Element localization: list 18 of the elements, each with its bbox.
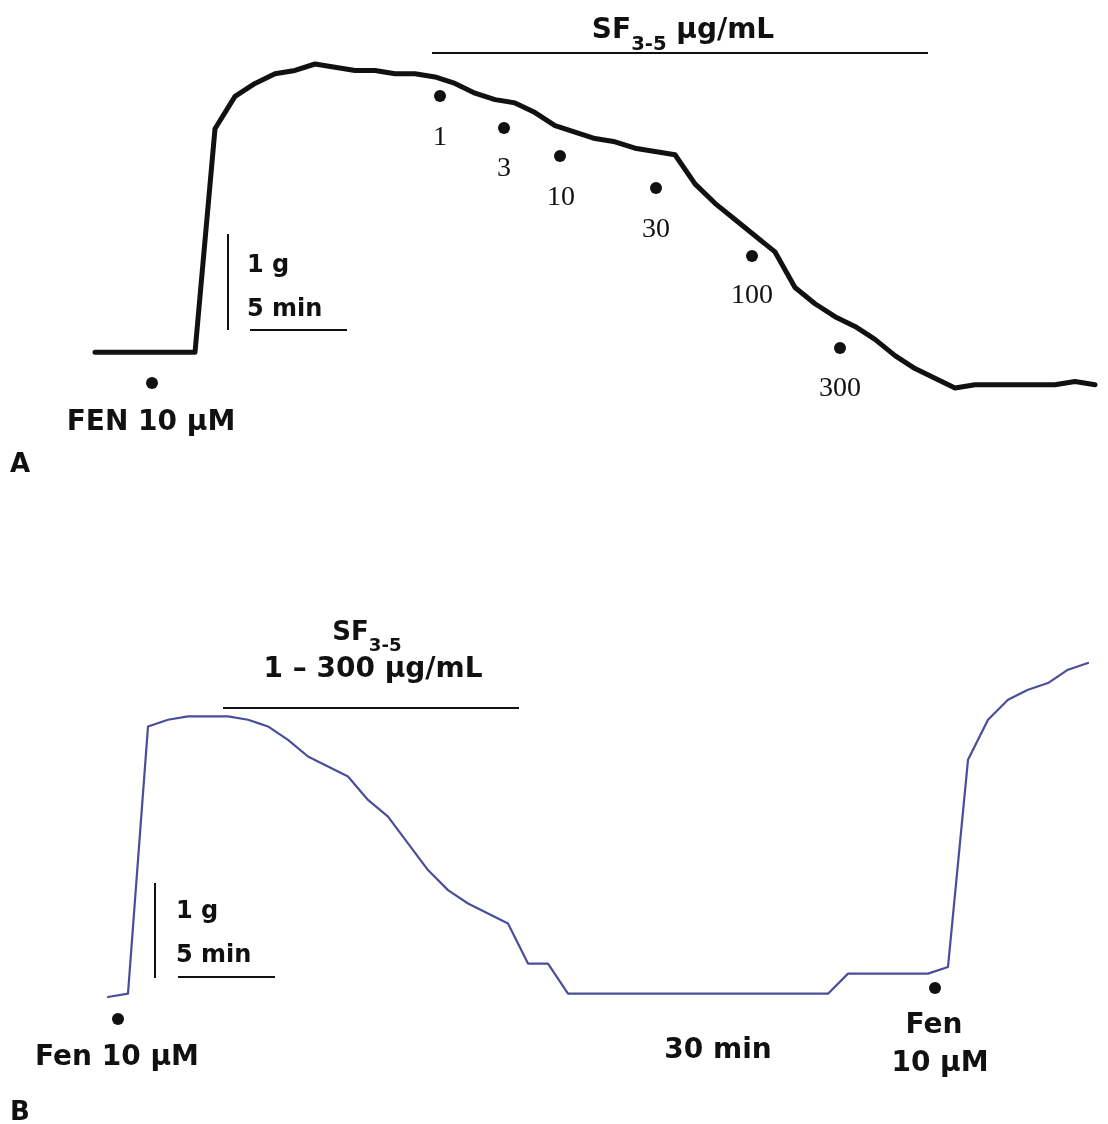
text: FEN 10 μM: [66, 404, 236, 437]
annotation: 5 min: [176, 940, 252, 968]
text: Fen: [905, 1007, 963, 1040]
text: Fen 10 μM: [35, 1039, 199, 1072]
annotation: 300: [819, 371, 861, 402]
text: A: [10, 448, 31, 478]
annotation: 1 g: [176, 896, 219, 924]
text: B: [10, 1096, 30, 1124]
annotation: 3: [497, 151, 511, 182]
text: 30 min: [664, 1032, 772, 1065]
annotation: 100: [731, 278, 773, 309]
annotation: 10: [547, 180, 575, 211]
annotation: 30: [642, 212, 670, 243]
annotation: 5 min: [247, 294, 323, 322]
text: 10 μM: [891, 1045, 989, 1078]
annotation: 1 g: [247, 250, 290, 278]
annotation: 1: [433, 120, 447, 151]
text: SF$_{3-5}$ μg/mL: [591, 12, 775, 55]
